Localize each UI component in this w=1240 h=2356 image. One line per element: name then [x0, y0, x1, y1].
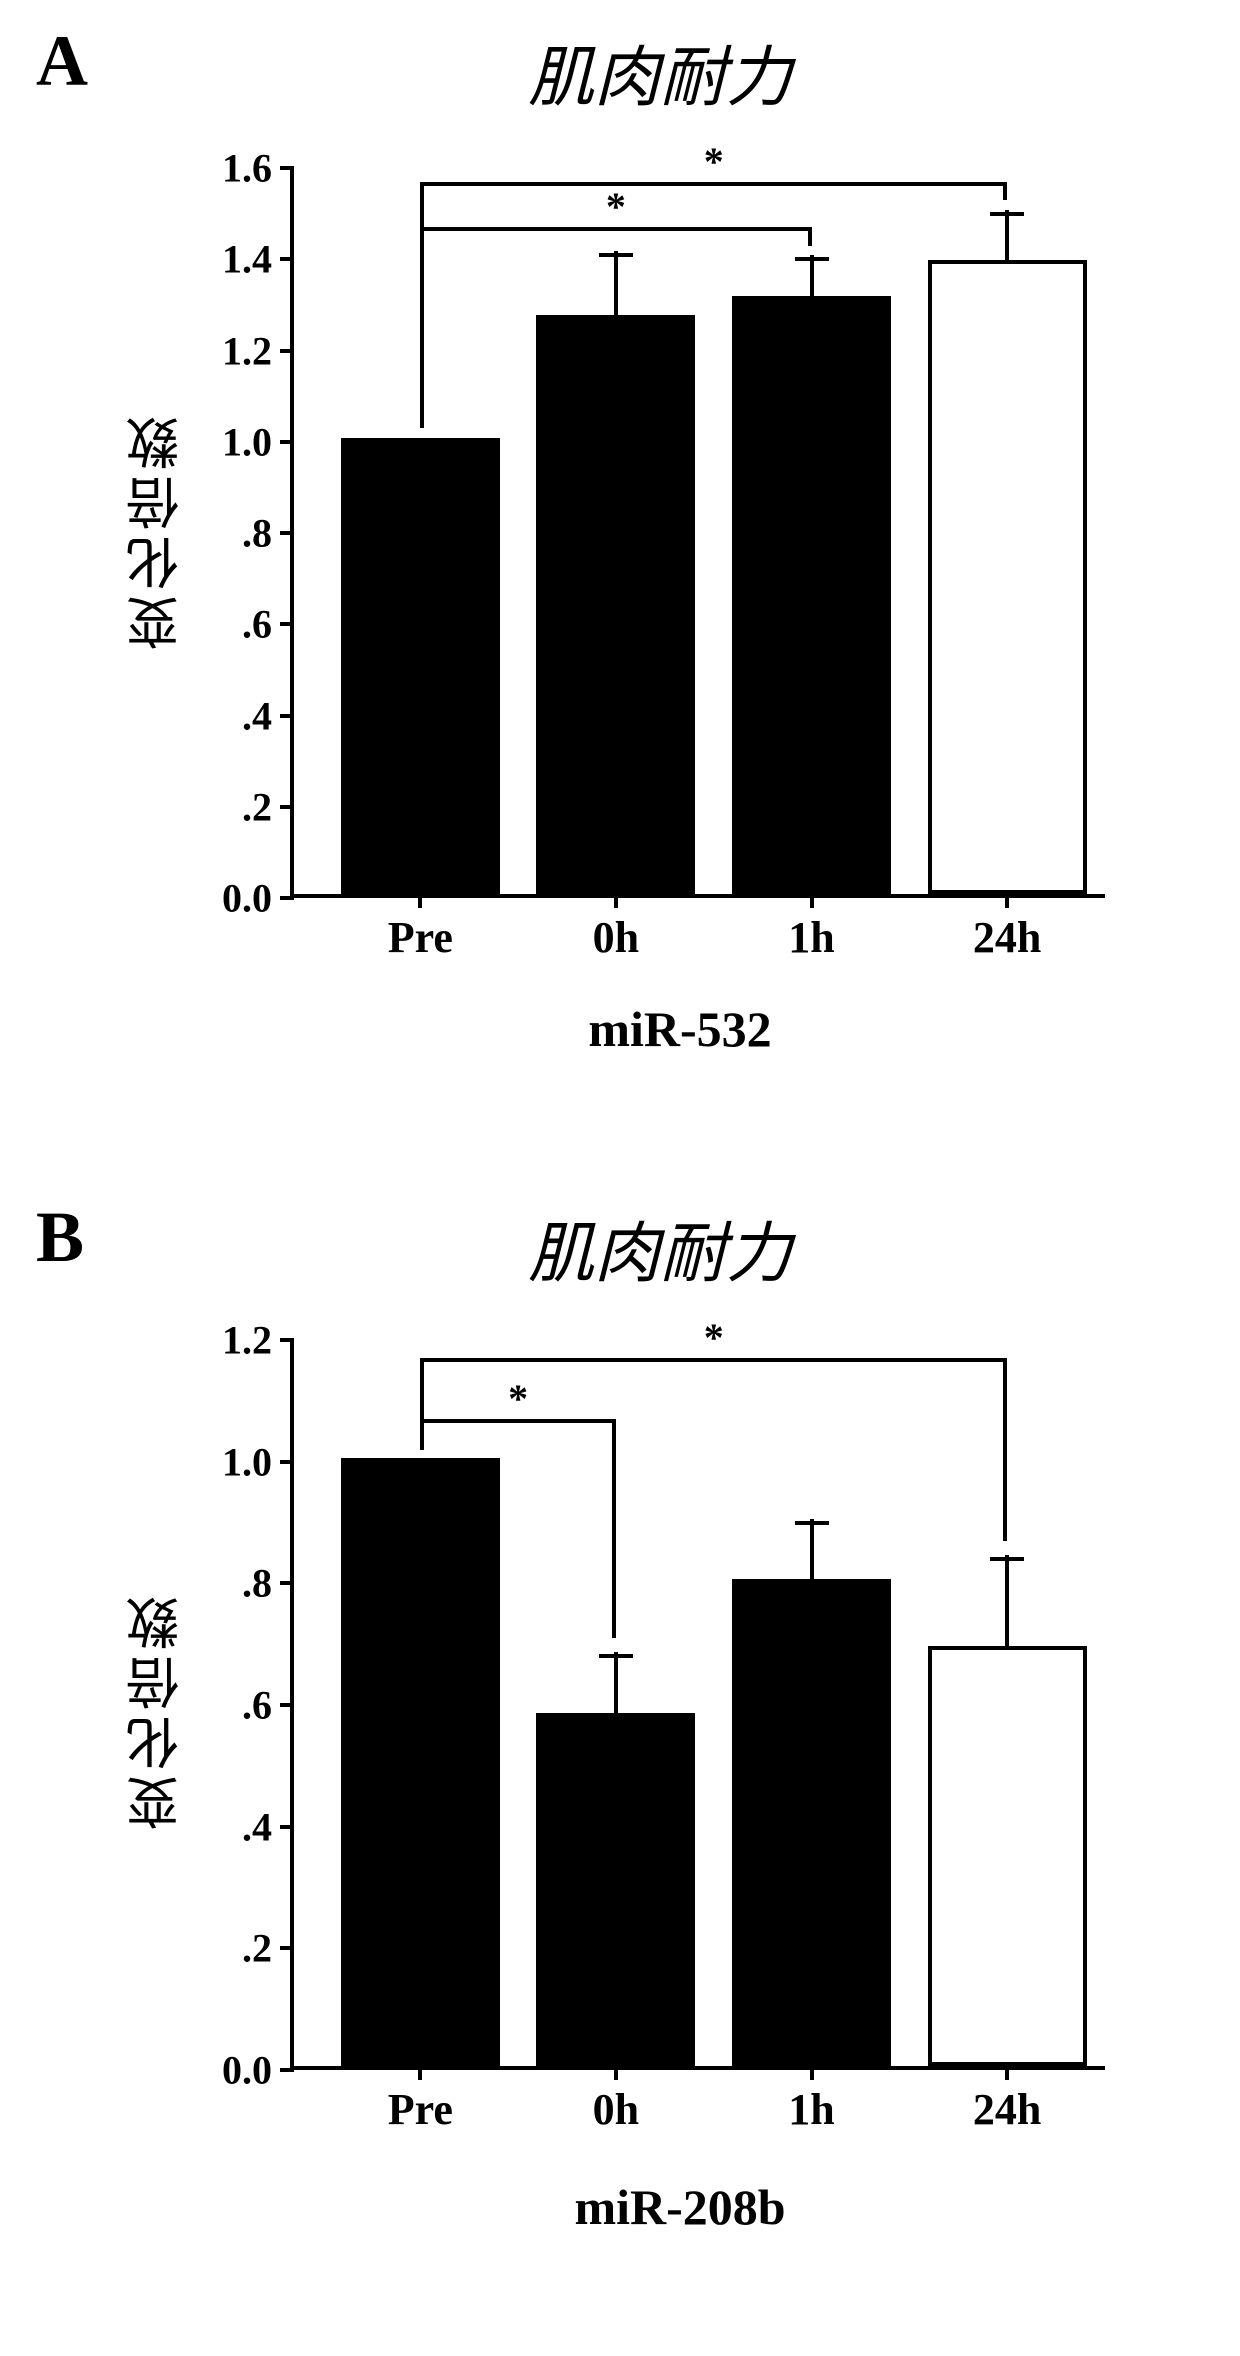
x-tick-label: Pre — [388, 2084, 453, 2135]
y-tick — [280, 349, 294, 353]
y-tick-label: .2 — [242, 1925, 272, 1972]
bar — [341, 438, 500, 894]
y-tick — [280, 805, 294, 809]
y-axis-label-a: 变化倍数 — [118, 320, 197, 740]
x-tick-label: 24h — [973, 2084, 1041, 2135]
y-tick-label: .2 — [242, 783, 272, 830]
y-tick — [280, 622, 294, 626]
bar — [928, 1646, 1087, 2066]
x-tick-label: 24h — [973, 912, 1041, 963]
plot-area-a: 0.0.2.4.6.81.01.21.41.6Pre0h1h24h** — [290, 168, 1105, 898]
bar — [536, 1713, 695, 2066]
y-tick — [280, 1460, 294, 1464]
significance-bracket-drop — [808, 227, 812, 245]
plot-area-b: 0.0.2.4.6.81.01.2Pre0h1h24h** — [290, 1340, 1105, 2070]
y-tick-label: .8 — [242, 510, 272, 557]
y-axis-label-b: 变化倍数 — [118, 1500, 197, 1920]
error-cap — [795, 257, 829, 261]
y-tick-label: .8 — [242, 1560, 272, 1607]
significance-star: * — [704, 1314, 724, 1361]
x-tick-label: 0h — [593, 2084, 639, 2135]
bar — [341, 1458, 500, 2066]
y-tick — [280, 257, 294, 261]
y-tick — [280, 1338, 294, 1342]
significance-star: * — [704, 138, 724, 185]
y-tick — [280, 1703, 294, 1707]
x-tick — [810, 894, 814, 908]
y-tick-label: 0.0 — [222, 875, 272, 922]
x-tick-label: 1h — [788, 912, 834, 963]
y-tick-label: 1.0 — [222, 1438, 272, 1485]
y-tick-label: 1.4 — [222, 236, 272, 283]
y-tick-label: .6 — [242, 1682, 272, 1729]
bar — [536, 315, 695, 894]
bar — [928, 260, 1087, 894]
y-tick — [280, 531, 294, 535]
error-bar — [810, 255, 814, 296]
bar — [732, 296, 891, 894]
x-tick — [614, 894, 618, 908]
significance-star: * — [606, 183, 626, 230]
y-tick-label: .4 — [242, 1803, 272, 1850]
y-tick-label: 1.2 — [222, 1317, 272, 1364]
panel-label-a: A — [36, 20, 88, 103]
significance-bracket-drop — [420, 182, 424, 428]
x-tick — [418, 2066, 422, 2080]
chart-title-b: 肌肉耐力 — [460, 1200, 860, 1296]
chart-title-a: 肌肉耐力 — [460, 24, 860, 120]
x-tick-label: 1h — [788, 2084, 834, 2135]
x-tick-label: 0h — [593, 912, 639, 963]
significance-bracket-drop — [1003, 1358, 1007, 1541]
error-bar — [614, 1652, 618, 1713]
error-bar — [1005, 210, 1009, 260]
y-tick — [280, 1581, 294, 1585]
x-axis-label-a: miR-532 — [500, 1000, 860, 1058]
significance-bracket-drop — [1003, 182, 1007, 200]
error-cap — [990, 1557, 1024, 1561]
x-tick-label: Pre — [388, 912, 453, 963]
y-tick — [280, 896, 294, 900]
y-tick-label: 1.2 — [222, 327, 272, 374]
error-cap — [990, 212, 1024, 216]
y-tick-label: 0.0 — [222, 2047, 272, 2094]
y-tick — [280, 166, 294, 170]
y-tick-label: 1.6 — [222, 145, 272, 192]
y-tick — [280, 1825, 294, 1829]
significance-bracket-drop — [612, 1419, 616, 1638]
y-tick — [280, 440, 294, 444]
y-tick — [280, 714, 294, 718]
x-tick — [614, 2066, 618, 2080]
y-tick — [280, 1946, 294, 1950]
y-tick-label: .4 — [242, 692, 272, 739]
figure-root: A肌肉耐力变化倍数miR-5320.0.2.4.6.81.01.21.41.6P… — [0, 0, 1240, 2356]
panel-label-b: B — [36, 1196, 84, 1279]
x-axis-label-b: miR-208b — [480, 2178, 880, 2236]
error-cap — [795, 1521, 829, 1525]
significance-star: * — [508, 1375, 528, 1422]
error-cap — [599, 253, 633, 257]
error-bar — [810, 1519, 814, 1580]
x-tick — [418, 894, 422, 908]
x-tick — [1005, 2066, 1009, 2080]
error-cap — [599, 1654, 633, 1658]
bar — [732, 1579, 891, 2066]
x-tick — [1005, 894, 1009, 908]
significance-bracket-drop — [420, 1358, 424, 1449]
error-bar — [614, 251, 618, 315]
x-tick — [810, 2066, 814, 2080]
y-tick-label: 1.0 — [222, 418, 272, 465]
y-tick — [280, 2068, 294, 2072]
error-bar — [1005, 1555, 1009, 1646]
y-tick-label: .6 — [242, 601, 272, 648]
